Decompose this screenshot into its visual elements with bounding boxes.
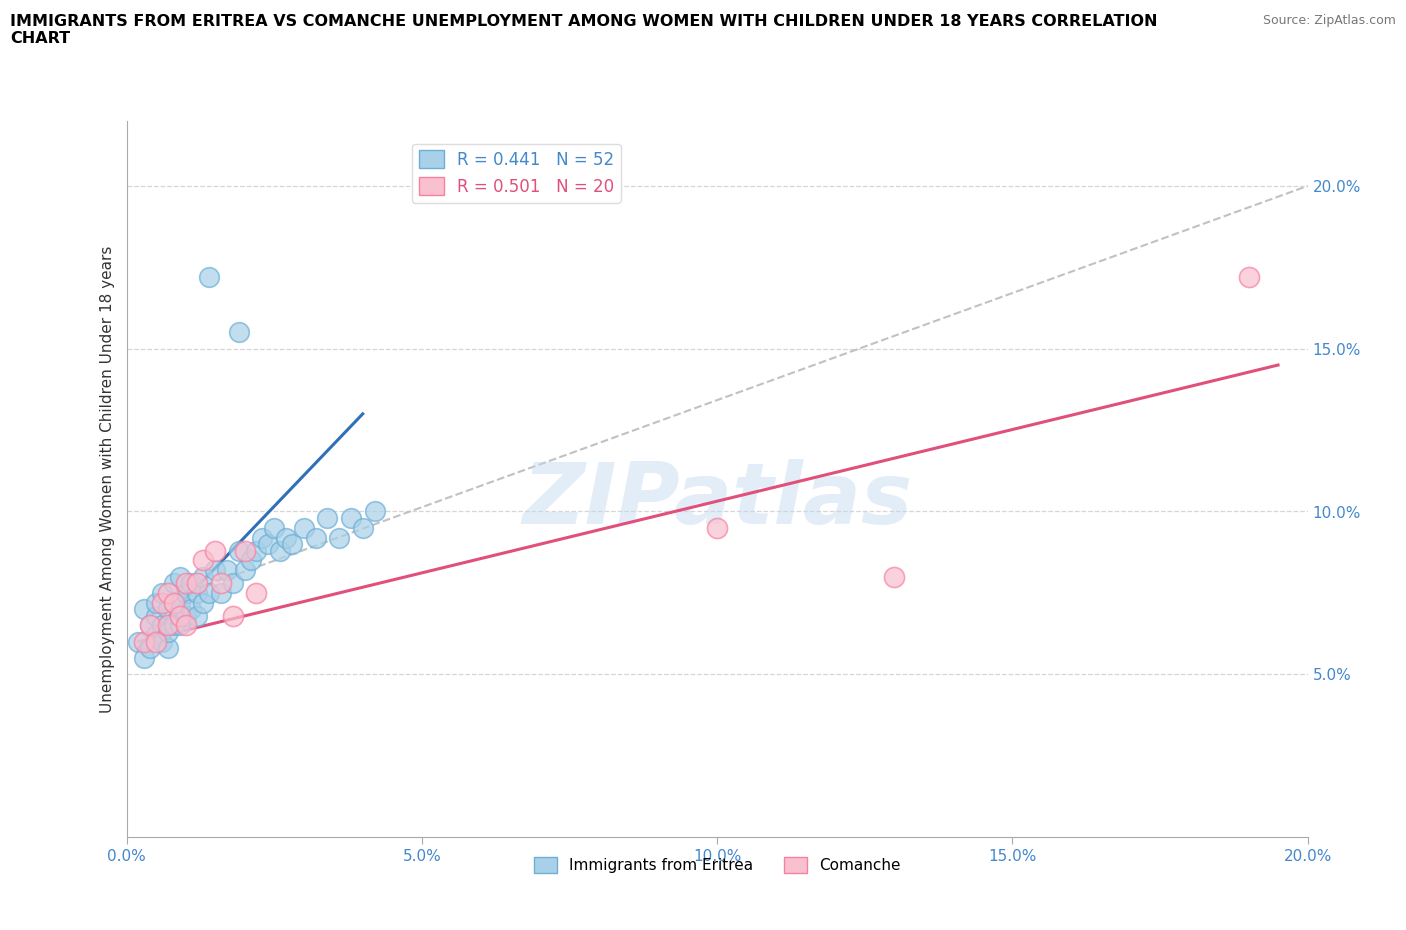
Point (352, 521, 374, 536)
Point (257, 537, 280, 551)
Point (245, 543, 267, 558)
Point (180, 602, 202, 617)
Point (209, 576, 232, 591)
Point (252, 530, 274, 545)
Point (316, 511, 339, 525)
Point (204, 563, 226, 578)
Point (186, 576, 208, 591)
Point (245, 586, 267, 601)
Point (222, 608, 245, 623)
Point (169, 618, 191, 633)
Point (193, 552, 215, 567)
Point (274, 530, 297, 545)
Point (169, 595, 191, 610)
Point (883, 569, 905, 584)
Text: Source: ZipAtlas.com: Source: ZipAtlas.com (1263, 14, 1396, 27)
Point (145, 608, 167, 623)
Y-axis label: Unemployment Among Women with Children Under 18 years: Unemployment Among Women with Children U… (100, 246, 115, 712)
Point (174, 586, 197, 601)
Point (209, 586, 232, 601)
Point (156, 625, 179, 640)
Point (292, 521, 315, 536)
Point (169, 569, 191, 584)
Point (134, 651, 156, 666)
Point (198, 586, 221, 601)
Point (215, 563, 238, 578)
Point (204, 543, 226, 558)
Point (134, 602, 156, 617)
Point (222, 576, 245, 591)
Point (340, 511, 363, 525)
Point (163, 595, 186, 610)
Point (150, 586, 173, 601)
Point (186, 608, 208, 623)
Point (363, 504, 385, 519)
Point (174, 618, 197, 633)
Point (174, 576, 197, 591)
Point (304, 530, 326, 545)
Point (127, 634, 149, 649)
Point (134, 634, 156, 649)
Point (233, 543, 256, 558)
Point (139, 618, 162, 633)
Point (239, 552, 262, 567)
Point (180, 576, 202, 591)
Point (174, 608, 197, 623)
Point (156, 641, 179, 656)
Point (228, 543, 250, 558)
Point (150, 618, 173, 633)
Point (150, 634, 173, 649)
Point (163, 595, 186, 610)
Point (186, 586, 208, 601)
Point (228, 326, 250, 340)
Point (139, 618, 162, 633)
Point (150, 595, 173, 610)
Point (156, 618, 179, 633)
Point (156, 602, 179, 617)
Point (145, 634, 167, 649)
Point (328, 530, 350, 545)
Point (193, 595, 215, 610)
Point (263, 521, 285, 536)
Point (193, 569, 215, 584)
Text: IMMIGRANTS FROM ERITREA VS COMANCHE UNEMPLOYMENT AMONG WOMEN WITH CHILDREN UNDER: IMMIGRANTS FROM ERITREA VS COMANCHE UNEM… (10, 14, 1157, 46)
Legend: Immigrants from Eritrea, Comanche: Immigrants from Eritrea, Comanche (527, 851, 907, 880)
Point (145, 628, 167, 643)
Point (269, 543, 291, 558)
Point (198, 270, 221, 285)
Point (163, 618, 186, 633)
Point (706, 521, 728, 536)
Point (156, 586, 179, 601)
Point (233, 563, 256, 578)
Point (169, 608, 191, 623)
Point (281, 537, 304, 551)
Point (1237, 270, 1260, 285)
Point (145, 595, 167, 610)
Text: ZIPatlas: ZIPatlas (522, 458, 912, 542)
Point (163, 576, 186, 591)
Point (139, 641, 162, 656)
